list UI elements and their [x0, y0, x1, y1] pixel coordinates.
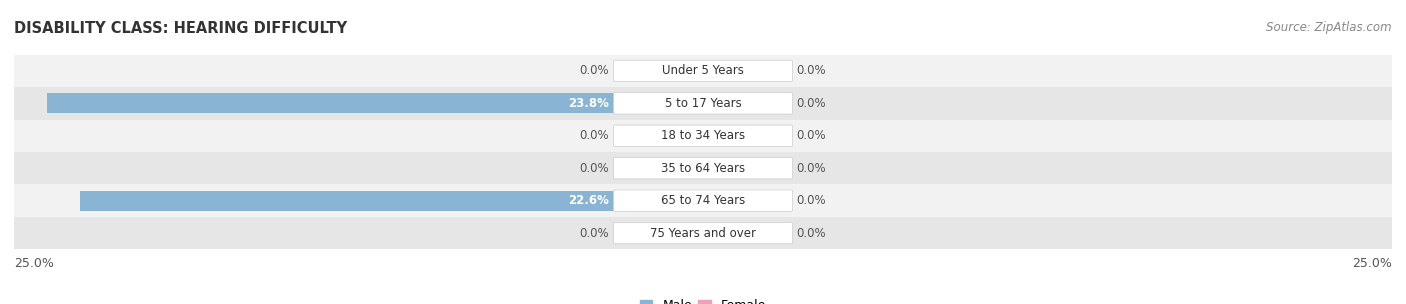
Text: 0.0%: 0.0%: [797, 97, 827, 110]
Text: 25.0%: 25.0%: [14, 257, 53, 270]
FancyBboxPatch shape: [613, 60, 793, 82]
FancyBboxPatch shape: [613, 93, 793, 114]
Text: 5 to 17 Years: 5 to 17 Years: [665, 97, 741, 110]
FancyBboxPatch shape: [613, 190, 793, 211]
Text: Under 5 Years: Under 5 Years: [662, 64, 744, 78]
Text: 0.0%: 0.0%: [797, 64, 827, 78]
Bar: [14, 152, 1392, 185]
Text: 0.0%: 0.0%: [579, 129, 609, 142]
Text: 35 to 64 Years: 35 to 64 Years: [661, 162, 745, 175]
Text: 0.0%: 0.0%: [797, 194, 827, 207]
Text: 18 to 34 Years: 18 to 34 Years: [661, 129, 745, 142]
Bar: [14, 55, 1392, 87]
Text: 0.0%: 0.0%: [579, 226, 609, 240]
Bar: [14, 119, 1392, 152]
Bar: [14, 185, 1392, 217]
Text: 0.0%: 0.0%: [797, 162, 827, 175]
Text: 65 to 74 Years: 65 to 74 Years: [661, 194, 745, 207]
Bar: [80, 191, 703, 211]
Text: 25.0%: 25.0%: [1353, 257, 1392, 270]
FancyBboxPatch shape: [613, 222, 793, 244]
Text: 75 Years and over: 75 Years and over: [650, 226, 756, 240]
Text: 0.0%: 0.0%: [579, 162, 609, 175]
Bar: [14, 87, 1392, 119]
Bar: [14, 217, 1392, 249]
Text: 22.6%: 22.6%: [568, 194, 609, 207]
Text: DISABILITY CLASS: HEARING DIFFICULTY: DISABILITY CLASS: HEARING DIFFICULTY: [14, 21, 347, 36]
Text: 0.0%: 0.0%: [797, 226, 827, 240]
Text: 0.0%: 0.0%: [579, 64, 609, 78]
Bar: [48, 93, 703, 113]
Legend: Male, Female: Male, Female: [636, 294, 770, 304]
Text: 23.8%: 23.8%: [568, 97, 609, 110]
Text: Source: ZipAtlas.com: Source: ZipAtlas.com: [1267, 21, 1392, 34]
FancyBboxPatch shape: [613, 157, 793, 179]
Text: 0.0%: 0.0%: [797, 129, 827, 142]
FancyBboxPatch shape: [613, 125, 793, 147]
